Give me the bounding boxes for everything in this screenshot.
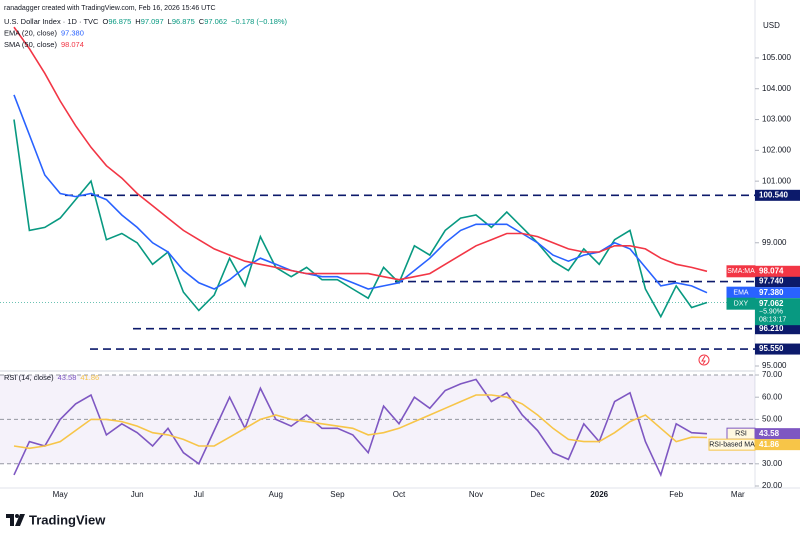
badge-tag: EMA bbox=[733, 290, 749, 297]
y-tick-label: 101.000 bbox=[762, 176, 791, 185]
ohlc-item: C bbox=[199, 17, 205, 26]
legend-entry: RSI (14, close) 43.58 41.86 bbox=[4, 373, 99, 382]
badge-value: 97.062 bbox=[759, 299, 784, 308]
alert-bolt bbox=[701, 355, 706, 365]
logo-mark bbox=[6, 514, 14, 526]
y-tick-label: 50.00 bbox=[762, 415, 783, 424]
series-line bbox=[13, 94, 708, 294]
level-badge bbox=[755, 276, 800, 288]
x-tick-label: Aug bbox=[269, 490, 283, 499]
level-label: 100.540 bbox=[759, 190, 788, 199]
badge-value: 98.074 bbox=[759, 266, 784, 275]
y-tick-label: 20.00 bbox=[762, 481, 783, 490]
logo-slash bbox=[15, 514, 25, 526]
y-tick-label: 105.000 bbox=[762, 53, 791, 62]
ohlc-item: O bbox=[102, 17, 108, 26]
badge-bg bbox=[755, 428, 800, 440]
y-tick-label: 30.00 bbox=[762, 459, 783, 468]
level-badge bbox=[755, 189, 800, 201]
badge-extra: −5.90% bbox=[759, 309, 783, 316]
level-label: 97.740 bbox=[759, 277, 784, 286]
x-tick-label: Mar bbox=[731, 490, 745, 499]
y-tick-label: 99.000 bbox=[762, 238, 787, 247]
series-line bbox=[13, 394, 708, 450]
badge-bg bbox=[755, 265, 800, 277]
x-tick-label: Dec bbox=[530, 490, 544, 499]
badge-value: 43.58 bbox=[759, 429, 780, 438]
logo bbox=[6, 514, 25, 526]
badge-extra: 08:13:17 bbox=[759, 317, 786, 324]
credit: ranadagger created with TradingView.com,… bbox=[4, 5, 216, 12]
brand: TradingView bbox=[29, 512, 106, 527]
x-tick-label: 2026 bbox=[590, 490, 608, 499]
x-tick-label: Nov bbox=[469, 490, 483, 499]
rsi-band bbox=[0, 374, 755, 464]
series-line bbox=[13, 378, 708, 478]
y-tick-label: 60.00 bbox=[762, 392, 783, 401]
legend-entry: EMA (20, close) 97.380 bbox=[4, 28, 84, 37]
ohlc-item: 97.097 bbox=[141, 17, 164, 26]
y-tick-label: 103.000 bbox=[762, 115, 791, 124]
ohlc-item: H bbox=[135, 17, 140, 26]
legend-name: RSI (14, close) bbox=[4, 373, 54, 382]
currency: USD bbox=[763, 21, 780, 30]
badge-bg bbox=[755, 287, 800, 299]
y-tick-label: 70.00 bbox=[762, 370, 783, 379]
ohlc-item: 96.875 bbox=[172, 17, 195, 26]
x-tick-label: Jul bbox=[194, 490, 204, 499]
legend-entry: U.S. Dollar Index · 1D · TVC O96.875 H97.0… bbox=[4, 17, 288, 26]
series-line bbox=[13, 26, 708, 281]
badge-bg bbox=[755, 298, 800, 326]
x-tick-label: Sep bbox=[330, 490, 345, 499]
y-tick-label: 95.000 bbox=[762, 361, 787, 370]
series-line bbox=[13, 119, 708, 319]
badge-tag: RSI-based MA bbox=[709, 441, 755, 448]
legend-value: 97.380 bbox=[61, 28, 84, 37]
ohlc-item: −0.178 (−0.18%) bbox=[231, 17, 287, 26]
ohlc-item: L bbox=[168, 17, 172, 26]
legend-value: 41.86 bbox=[80, 373, 99, 382]
x-tick-label: Jun bbox=[131, 490, 144, 499]
legend-name: EMA (20, close) bbox=[4, 28, 57, 37]
legend-entry: SMA (50, close) 98.074 bbox=[4, 40, 84, 49]
legend-value: 98.074 bbox=[61, 40, 84, 49]
ohlc-item: 96.875 bbox=[108, 17, 131, 26]
level-label: 95.550 bbox=[759, 344, 784, 353]
x-tick-label: Oct bbox=[393, 490, 406, 499]
alert-icon[interactable] bbox=[698, 354, 710, 366]
logo-dot bbox=[15, 514, 19, 518]
legend-name: SMA (50, close) bbox=[4, 40, 57, 49]
y-tick-label: 102.000 bbox=[762, 145, 791, 154]
badge-tag: SMA:MA bbox=[727, 268, 755, 275]
badge-tag: DXY bbox=[734, 301, 749, 308]
legend-value: 43.58 bbox=[58, 373, 77, 382]
x-tick-label: Feb bbox=[669, 490, 683, 499]
badge-bg bbox=[755, 439, 800, 451]
badge-value: 97.380 bbox=[759, 288, 784, 297]
ohlc-item: 97.062 bbox=[204, 17, 227, 26]
badge-tag: RSI bbox=[735, 430, 747, 437]
level-badge bbox=[755, 343, 800, 355]
x-tick-label: May bbox=[53, 490, 68, 499]
y-tick-label: 104.000 bbox=[762, 84, 791, 93]
legend-name: U.S. Dollar Index · 1D · TVC bbox=[4, 17, 99, 26]
level-badge bbox=[755, 323, 800, 335]
level-label: 96.210 bbox=[759, 324, 784, 333]
badge-value: 41.86 bbox=[759, 440, 780, 449]
